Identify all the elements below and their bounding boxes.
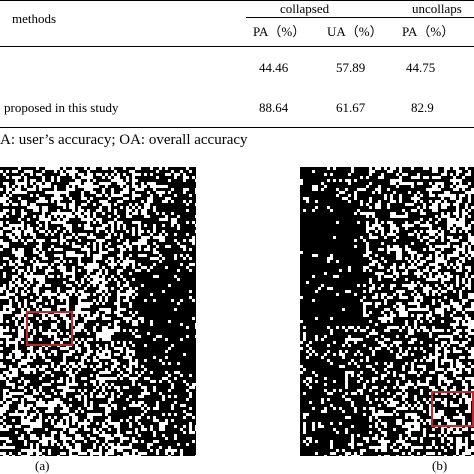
panel-label-a: (a) <box>35 458 50 473</box>
row-method: proposed in this study <box>4 100 119 115</box>
roi-box-b <box>431 391 474 427</box>
roi-box-a <box>26 311 73 346</box>
header-bottom-rule <box>0 46 474 47</box>
cell-pa-collapsed: 88.64 <box>259 100 289 115</box>
classification-map-a <box>0 167 196 456</box>
table-bottom-rule <box>0 127 474 128</box>
figure-panel-b <box>300 167 474 456</box>
header-pa-uncollapsed: PA（%） <box>402 24 455 39</box>
table-top-rule <box>0 0 474 1</box>
header-methods: methods <box>12 11 57 26</box>
header-uncollapsed: uncollaps <box>412 1 462 16</box>
header-pa-collapsed: PA（%） <box>253 24 306 39</box>
cell-pa-uncollapsed: 44.75 <box>406 60 436 75</box>
cell-pa-uncollapsed: 82.9 <box>411 100 434 115</box>
header-collapsed: collapsed <box>280 1 330 16</box>
cell-ua-collapsed: 57.89 <box>336 60 366 75</box>
cell-pa-collapsed: 44.46 <box>259 60 289 75</box>
classification-map-b <box>300 167 474 456</box>
figure-panel-a <box>0 167 196 456</box>
cell-ua-collapsed: 61.67 <box>336 100 366 115</box>
header-group-rule <box>246 17 474 18</box>
header-ua-collapsed: UA（%） <box>327 24 383 39</box>
panel-label-b: (b) <box>432 458 448 473</box>
table-footnote: A: user’s accuracy; OA: overall accuracy <box>0 132 248 148</box>
